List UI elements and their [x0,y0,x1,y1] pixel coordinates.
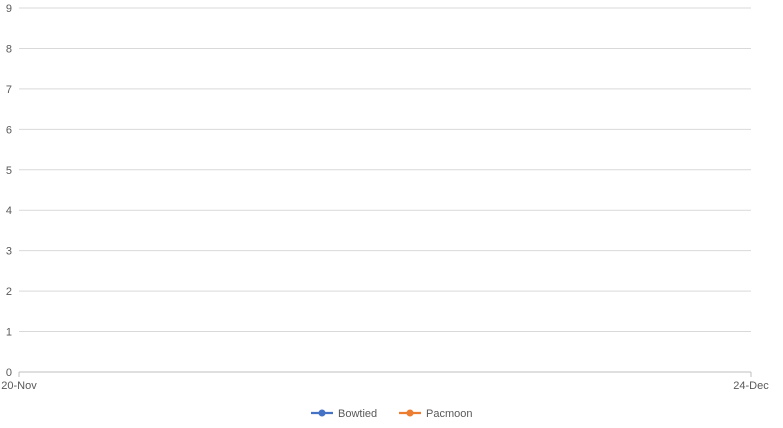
x-tick-label: 20-Nov [1,380,37,392]
y-axis-labels: 0 1 2 3 4 5 6 7 8 9 [6,3,12,379]
y-tick-label: 0 [6,367,12,379]
x-axis-labels: 20-Nov09-Jan28-Feb18-Apr07-Jun27-Jul15-S… [1,380,769,392]
legend-label: Pacmoon [426,408,472,420]
y-tick-label: 8 [6,43,12,55]
legend-item-pacmoon: Pacmoon [399,408,472,420]
gridlines [19,7,751,333]
y-tick-label: 3 [6,246,12,258]
y-tick-label: 7 [6,84,12,96]
y-tick-label: 4 [6,205,12,217]
y-tick-label: 9 [6,3,12,15]
legend: Bowtied Pacmoon [311,408,472,420]
x-axis [18,371,752,377]
legend-swatch-marker [318,409,326,417]
x-tick-label: 24-Dec [733,380,769,392]
y-tick-label: 2 [6,286,12,298]
legend-label: Bowtied [338,408,377,420]
legend-item-bowtied: Bowtied [311,408,377,420]
legend-swatch-marker [406,409,414,417]
y-tick-label: 5 [6,165,12,177]
y-tick-label: 1 [6,327,12,339]
y-tick-label: 6 [6,124,12,136]
